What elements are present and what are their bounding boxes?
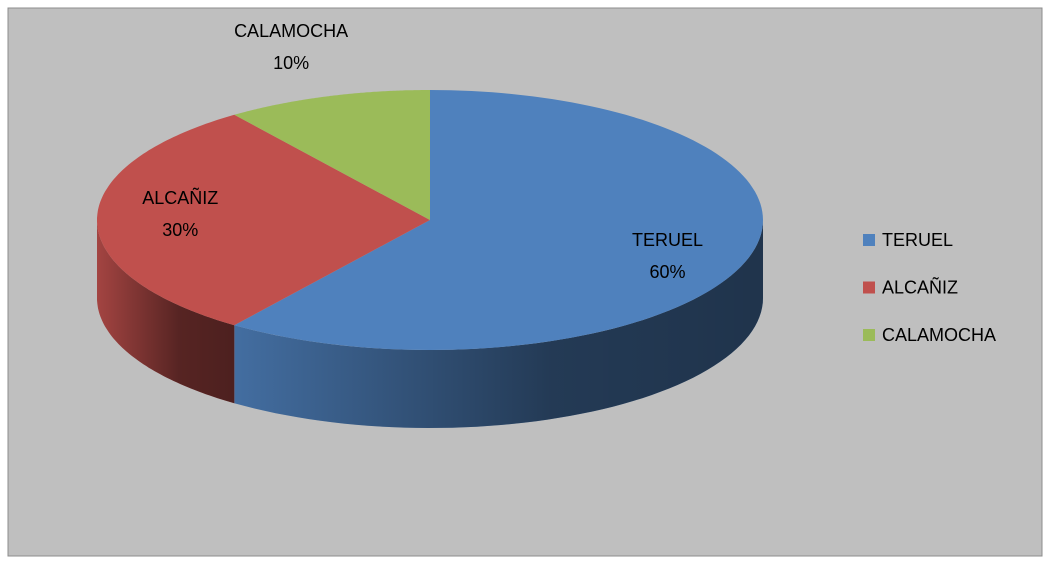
legend-label: TERUEL	[882, 230, 953, 250]
data-label: ALCAÑIZ 30%	[142, 187, 218, 240]
legend-swatch	[863, 234, 875, 246]
slice	[97, 114, 430, 326]
slice	[234, 90, 764, 350]
legend-label: ALCAÑIZ	[882, 277, 958, 298]
legend-swatch	[863, 281, 875, 294]
data-label-value: 10%	[273, 53, 309, 73]
slice	[234, 90, 430, 220]
data-label-value: 30%	[162, 220, 198, 240]
data-label: TERUEL 60%	[632, 230, 703, 282]
data-label-name: CALAMOCHA	[234, 21, 348, 41]
data-label-name: ALCAÑIZ	[142, 187, 218, 208]
legend-label: CALAMOCHA	[882, 325, 996, 345]
pie: TERUEL 60% ALCAÑIZ 30% CALAMOCHA 10%	[97, 21, 764, 428]
slice-side-shade	[97, 220, 235, 404]
legend-swatch	[863, 329, 875, 341]
slice-side-shade	[234, 220, 764, 428]
data-label-value: 60%	[650, 262, 686, 282]
legend: TERUEL ALCAÑIZ CALAMOCHA	[863, 230, 996, 345]
data-label: CALAMOCHA 10%	[234, 21, 348, 73]
data-label-name: TERUEL	[632, 230, 703, 250]
